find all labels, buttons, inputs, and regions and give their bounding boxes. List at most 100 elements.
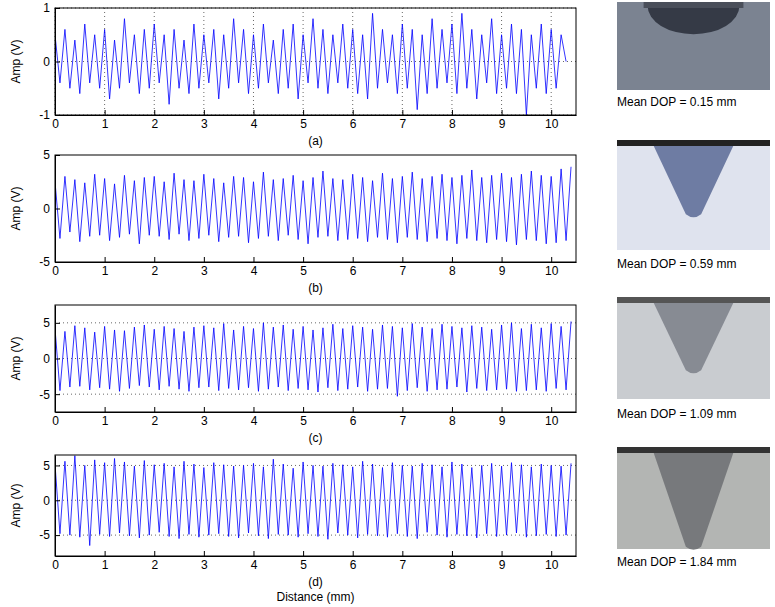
x-tick: 9 bbox=[499, 407, 506, 428]
weld-crown bbox=[617, 140, 770, 146]
weld-region bbox=[654, 453, 734, 550]
x-tick: 7 bbox=[399, 110, 406, 131]
x-tick: 6 bbox=[350, 110, 357, 131]
x-tick: 5 bbox=[300, 257, 307, 278]
y-tick-mark bbox=[55, 465, 60, 466]
x-tick-label: 10 bbox=[545, 414, 559, 428]
x-tick: 7 bbox=[399, 551, 406, 572]
x-tick-label: 9 bbox=[499, 414, 506, 428]
y-axis-title: Amp (V) bbox=[9, 186, 23, 230]
x-tick-label: 7 bbox=[399, 558, 406, 572]
x-tick-label: 8 bbox=[449, 264, 456, 278]
x-tick-label: 2 bbox=[151, 117, 158, 131]
x-tick: 1 bbox=[102, 551, 109, 572]
x-tick-label: 1 bbox=[102, 264, 109, 278]
y-tick: 5 bbox=[43, 459, 60, 473]
x-tick-mark bbox=[204, 551, 205, 556]
x-tick-mark bbox=[105, 551, 106, 556]
x-tick-label: 8 bbox=[449, 414, 456, 428]
y-tick-mark bbox=[55, 209, 60, 210]
x-tick-mark bbox=[502, 257, 503, 262]
x-tick-mark bbox=[353, 407, 354, 412]
x-tick-label: 5 bbox=[300, 558, 307, 572]
panel-caption: (a) bbox=[308, 134, 323, 148]
photo-caption: Mean DOP = 1.84 mm bbox=[617, 555, 737, 569]
y-tick-label: -1 bbox=[39, 108, 50, 122]
plot-frame bbox=[55, 455, 576, 556]
panel-caption: (c) bbox=[309, 431, 323, 445]
x-tick-mark bbox=[253, 257, 254, 262]
y-axis: -505 bbox=[39, 148, 60, 269]
plot-frame bbox=[55, 8, 576, 115]
x-tick-label: 8 bbox=[449, 117, 456, 131]
photo-caption: Mean DOP = 0.15 mm bbox=[617, 95, 737, 109]
x-tick: 2 bbox=[151, 257, 158, 278]
grid-line-y bbox=[55, 465, 576, 466]
x-tick-mark bbox=[154, 110, 155, 115]
x-tick-label: 4 bbox=[251, 264, 258, 278]
panel: 012345678910-505Amp (V)(b)Mean DOP = 0.5… bbox=[9, 140, 770, 295]
x-tick-mark bbox=[353, 110, 354, 115]
x-tick: 10 bbox=[545, 110, 559, 131]
plot-area bbox=[55, 321, 571, 396]
x-tick: 2 bbox=[151, 551, 158, 572]
x-tick-label: 1 bbox=[102, 117, 109, 131]
x-tick-mark bbox=[105, 407, 106, 412]
x-tick-mark bbox=[452, 407, 453, 412]
y-tick: -5 bbox=[39, 528, 60, 542]
photo-background bbox=[617, 2, 770, 90]
x-tick: 4 bbox=[251, 257, 258, 278]
x-tick-label: 0 bbox=[52, 558, 59, 572]
x-tick-label: 5 bbox=[300, 264, 307, 278]
x-tick-mark bbox=[551, 257, 552, 262]
panel-caption: (d) bbox=[308, 575, 323, 589]
x-tick: 7 bbox=[399, 407, 406, 428]
panel: 012345678910-505Amp (V)(d)Distance (mm)M… bbox=[9, 447, 770, 604]
x-tick-mark bbox=[253, 110, 254, 115]
y-tick-mark bbox=[55, 394, 60, 395]
x-tick-mark bbox=[502, 407, 503, 412]
weld-crown bbox=[617, 447, 770, 453]
photo-caption: Mean DOP = 0.59 mm bbox=[617, 257, 737, 271]
x-tick: 8 bbox=[449, 551, 456, 572]
x-tick-label: 10 bbox=[545, 117, 559, 131]
x-tick: 2 bbox=[151, 110, 158, 131]
x-tick-mark bbox=[353, 257, 354, 262]
y-axis-title: Amp (V) bbox=[9, 483, 23, 527]
plot-frame bbox=[55, 155, 576, 262]
x-tick-mark bbox=[402, 551, 403, 556]
x-tick-mark bbox=[105, 110, 106, 115]
grid-line-y bbox=[55, 535, 576, 536]
grid-line-x bbox=[253, 8, 254, 115]
x-tick-mark bbox=[452, 257, 453, 262]
y-tick-label: 0 bbox=[43, 494, 50, 508]
x-tick-label: 2 bbox=[151, 558, 158, 572]
cross-section-photo bbox=[617, 2, 770, 90]
x-tick-mark bbox=[154, 551, 155, 556]
x-tick-mark bbox=[105, 257, 106, 262]
panel: 012345678910-505Amp (V)(c)Mean DOP = 1.0… bbox=[9, 297, 770, 445]
x-tick-label: 9 bbox=[499, 117, 506, 131]
photo-background bbox=[617, 140, 770, 250]
x-tick-label: 3 bbox=[201, 117, 208, 131]
plot-area bbox=[55, 456, 571, 546]
y-tick: 0 bbox=[43, 55, 60, 69]
x-tick: 3 bbox=[201, 551, 208, 572]
weld-region bbox=[654, 303, 734, 373]
photo-caption: Mean DOP = 1.09 mm bbox=[617, 407, 737, 421]
x-tick-label: 0 bbox=[52, 414, 59, 428]
signal-line bbox=[55, 321, 571, 396]
x-tick-label: 1 bbox=[102, 558, 109, 572]
weld-crown bbox=[644, 2, 744, 8]
x-tick-label: 7 bbox=[399, 117, 406, 131]
x-tick-mark bbox=[204, 407, 205, 412]
x-tick: 9 bbox=[499, 551, 506, 572]
y-tick-mark bbox=[55, 535, 60, 536]
x-axis: 012345678910 bbox=[52, 551, 576, 572]
x-tick: 6 bbox=[350, 407, 357, 428]
x-axis: 012345678910 bbox=[52, 407, 576, 428]
y-tick-mark bbox=[55, 500, 60, 501]
x-axis: 012345678910 bbox=[52, 257, 576, 278]
signal-line bbox=[55, 13, 566, 115]
y-tick: -5 bbox=[39, 388, 60, 402]
